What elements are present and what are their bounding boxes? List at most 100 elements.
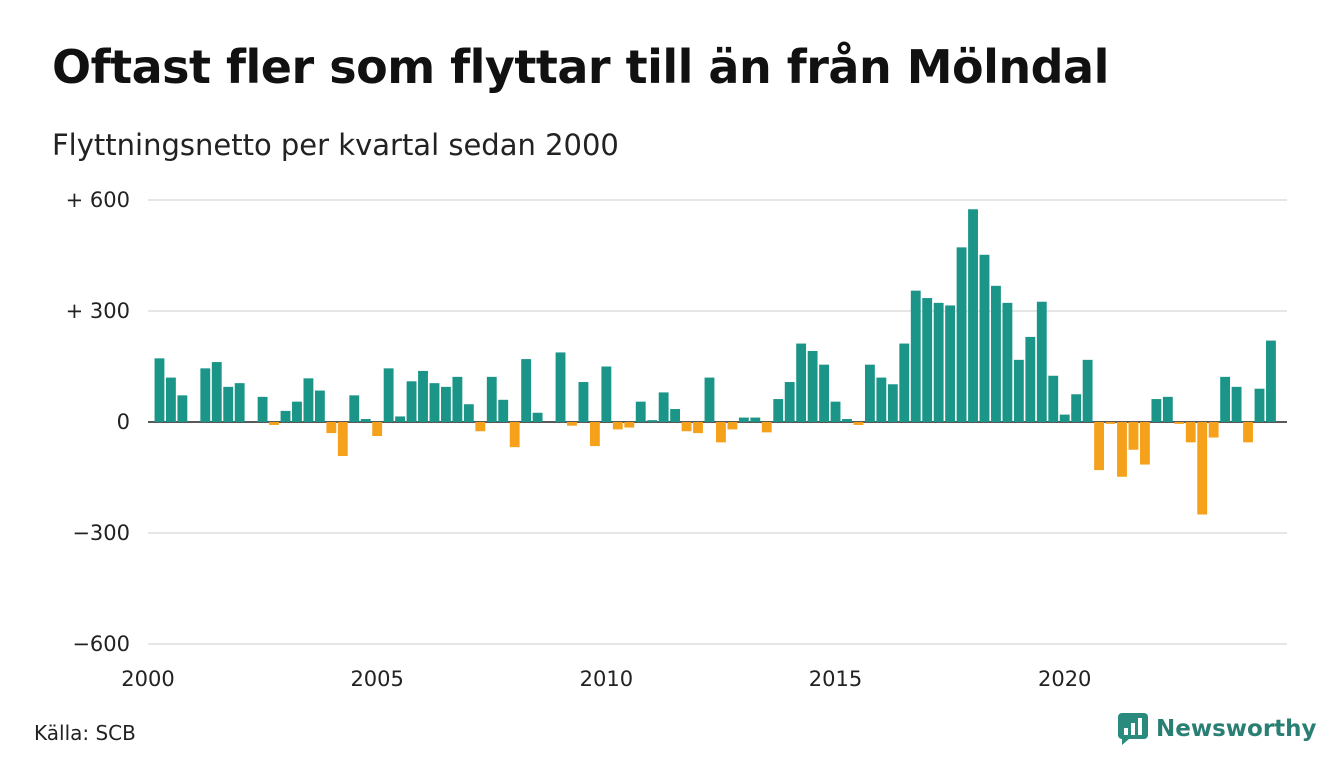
bar-positive (933, 302, 944, 422)
bar-positive (1254, 388, 1265, 422)
bar-positive (887, 384, 898, 422)
bar-positive (223, 386, 234, 422)
bar-positive (1266, 340, 1276, 422)
x-tick-label: 2020 (1038, 667, 1091, 691)
bar-positive (521, 359, 532, 422)
bars (154, 209, 1276, 515)
bar-positive (899, 343, 910, 422)
bar-negative (326, 422, 337, 434)
bar-negative (693, 422, 703, 434)
bar-negative (1197, 422, 1208, 515)
bar-positive (165, 377, 176, 422)
brand-name: Newsworthy (1156, 716, 1317, 742)
bar-positive (578, 382, 589, 422)
x-tick-label: 2005 (350, 667, 403, 691)
bar-negative (567, 422, 577, 426)
bar-negative (269, 422, 279, 425)
bar-positive (876, 377, 887, 422)
bar-positive (1162, 396, 1173, 422)
bar-positive (842, 419, 852, 422)
bar-positive (796, 343, 807, 422)
bar-negative (1174, 422, 1185, 424)
bar-positive (418, 370, 428, 422)
bar-positive (441, 386, 451, 422)
bar-negative (1105, 422, 1116, 424)
chart-title: Oftast fler som flyttar till än från Möl… (52, 40, 1109, 94)
y-tick-label: 0 (117, 410, 130, 434)
bar-negative (475, 422, 486, 432)
bar-positive (922, 298, 933, 422)
bar-negative (1117, 422, 1127, 477)
bar-negative (761, 422, 772, 433)
bar-positive (532, 412, 543, 422)
bar-positive (486, 376, 497, 422)
bar-positive (555, 352, 566, 422)
bar-positive (956, 247, 967, 422)
bar-positive (1071, 394, 1082, 422)
bar-positive (670, 409, 681, 422)
bar-positive (1059, 414, 1070, 422)
bar-positive (211, 362, 222, 422)
bar-positive (1048, 375, 1059, 422)
bar-negative (372, 422, 383, 437)
bar-positive (773, 399, 784, 422)
bar-negative (509, 422, 520, 448)
bar-positive (807, 350, 818, 422)
bar-negative (853, 422, 864, 425)
bar-positive (406, 381, 417, 422)
bar-positive (819, 364, 829, 422)
chart-subtitle: Flyttningsnetto per kvartal sedan 2000 (52, 128, 619, 162)
x-tick-label: 2010 (580, 667, 633, 691)
bar-positive (1002, 302, 1013, 422)
bar-positive (498, 399, 509, 422)
axis-labels: −600 −300 0 + 300 + 600 2000 2005 2010 2015 2020 (66, 188, 1092, 691)
x-tick-label: 2000 (121, 667, 174, 691)
bar-positive (395, 416, 406, 422)
bar-positive (601, 366, 612, 422)
y-tick-label: −300 (72, 521, 130, 545)
bar-positive (864, 364, 875, 422)
bar-positive (292, 401, 302, 422)
bar-negative (589, 422, 600, 447)
bar-negative (624, 422, 635, 428)
x-tick-label: 2015 (809, 667, 862, 691)
bar-positive (280, 410, 291, 422)
bar-positive (968, 209, 978, 422)
bar-positive (945, 305, 956, 422)
bar-negative (1128, 422, 1139, 450)
bar-positive (234, 383, 245, 422)
bar-positive (452, 376, 463, 422)
bar-positive (1220, 376, 1231, 422)
bar-positive (979, 254, 990, 422)
bar-positive (704, 377, 715, 422)
newsworthy-logo-icon (1118, 713, 1148, 745)
bar-positive (738, 417, 749, 422)
bar-positive (1151, 399, 1162, 422)
bar-positive (429, 383, 440, 422)
bar-negative (1208, 422, 1219, 438)
source-note: Källa: SCB (34, 721, 136, 745)
y-tick-label: −600 (72, 632, 130, 656)
bar-positive (383, 368, 394, 422)
bar-negative (727, 422, 738, 430)
bar-negative (681, 422, 692, 432)
bar-positive (1013, 359, 1024, 422)
bar-negative (337, 422, 348, 457)
bar-negative (716, 422, 726, 443)
bar-positive (991, 285, 1001, 422)
bar-positive (784, 382, 795, 422)
bar-positive (635, 401, 646, 422)
bar-negative (1094, 422, 1105, 471)
bar-positive (1036, 301, 1047, 422)
bar-positive (257, 396, 268, 422)
bar-positive (360, 419, 371, 422)
bar-positive (750, 417, 761, 422)
bar-positive (647, 420, 658, 422)
bar-positive (177, 395, 188, 422)
bar-positive (154, 358, 165, 422)
bar-negative (612, 422, 623, 430)
bar-positive (910, 290, 921, 422)
bar-negative (1243, 422, 1253, 443)
bar-positive (463, 404, 474, 422)
bar-positive (1231, 386, 1242, 422)
